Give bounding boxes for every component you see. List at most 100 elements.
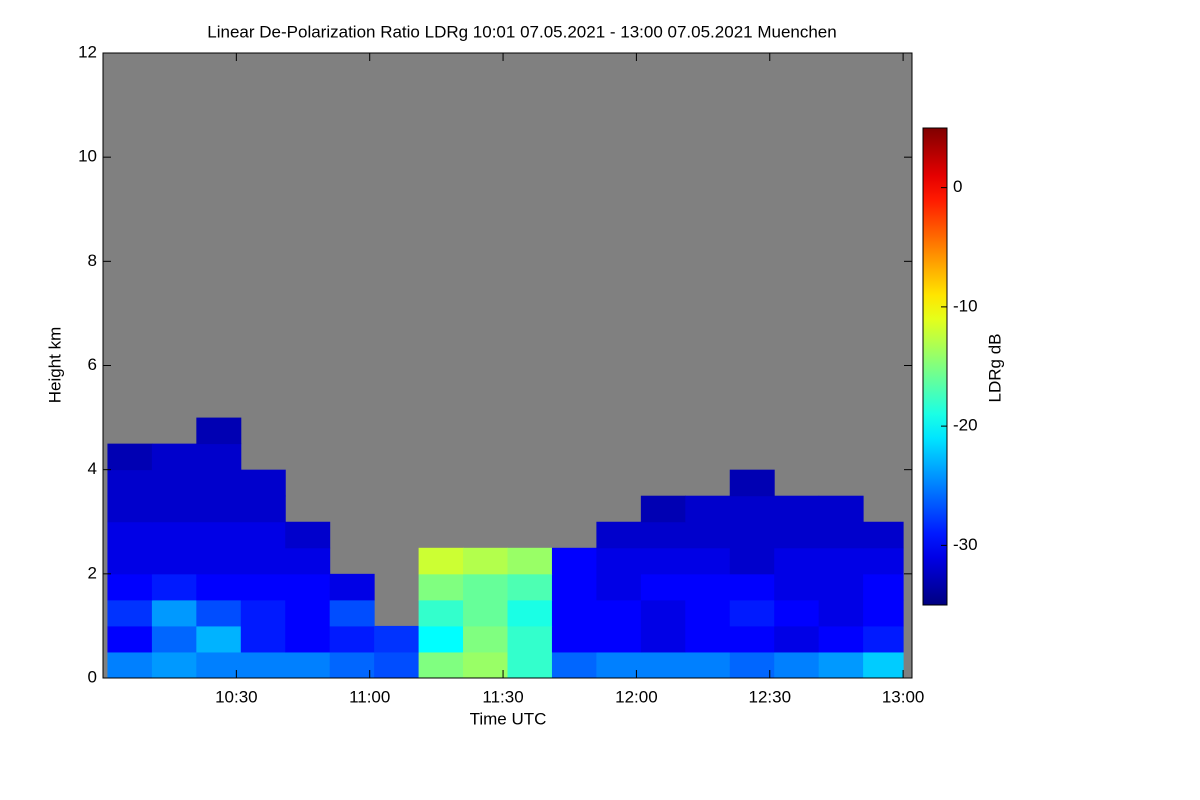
heatmap-cell <box>774 599 820 627</box>
heatmap-cell <box>818 521 864 549</box>
heatmap-cell <box>596 547 642 575</box>
heatmap-cell <box>107 469 153 497</box>
heatmap-cell <box>151 443 197 471</box>
heatmap-cell <box>818 651 864 679</box>
heatmap-cell <box>240 495 286 523</box>
heatmap-cell <box>418 547 464 575</box>
colorbar <box>922 127 948 606</box>
heatmap-cell <box>729 495 775 523</box>
heatmap-cell <box>107 599 153 627</box>
y-tick-label: 2 <box>88 563 97 582</box>
x-tick-label: 11:30 <box>482 687 523 706</box>
heatmap-cell <box>685 547 731 575</box>
y-tick-label: 0 <box>88 667 97 686</box>
x-axis-label: Time UTC <box>470 709 547 728</box>
heatmap-cell <box>774 573 820 601</box>
heatmap-cell <box>463 625 508 653</box>
x-tick-label: 12:00 <box>615 687 658 706</box>
heatmap-cell <box>240 651 286 679</box>
heatmap-cell <box>774 521 820 549</box>
heatmap-cell <box>151 625 197 653</box>
heatmap-cell <box>196 547 242 575</box>
heatmap-cell <box>151 521 197 549</box>
heatmap-cell <box>729 469 775 497</box>
heatmap-cell <box>640 599 686 627</box>
heatmap-cell <box>729 573 775 601</box>
colorbar-tick-label: -10 <box>953 296 978 315</box>
heatmap-cell <box>151 573 197 601</box>
heatmap-cell <box>774 651 820 679</box>
heatmap-cell <box>729 651 775 679</box>
colorbar-tick-label: -20 <box>953 416 978 435</box>
heatmap-cell <box>151 599 197 627</box>
heatmap-cell <box>863 625 904 653</box>
heatmap-cell <box>551 625 597 653</box>
heatmap-cell <box>196 417 242 445</box>
heatmap-cell <box>329 599 375 627</box>
x-tick-label: 12:30 <box>748 687 791 706</box>
heatmap-cell <box>107 443 153 471</box>
heatmap-cell <box>596 599 642 627</box>
heatmap-cell <box>418 573 464 601</box>
heatmap-cell <box>729 521 775 549</box>
y-tick-label: 8 <box>88 251 97 270</box>
heatmap-cell <box>196 469 242 497</box>
heatmap-cell <box>818 599 864 627</box>
heatmap-cell <box>107 495 153 523</box>
colorbar-tick-label: 0 <box>953 177 962 196</box>
heatmap-cell <box>196 443 242 471</box>
heatmap-cell <box>774 495 820 523</box>
y-axis-label: Height km <box>45 327 64 404</box>
heatmap-cell <box>507 547 553 575</box>
heatmap-cell <box>863 599 904 627</box>
heatmap-cell <box>151 651 197 679</box>
heatmap-cell <box>196 651 242 679</box>
heatmap-cell <box>418 651 464 679</box>
heatmap-cell <box>596 651 642 679</box>
y-tick-label: 10 <box>78 147 97 166</box>
heatmap-cell <box>240 599 286 627</box>
heatmap-cell <box>285 625 331 653</box>
x-tick-label: 10:30 <box>215 687 258 706</box>
y-tick-label: 12 <box>78 42 97 61</box>
heatmap-cell <box>285 651 331 679</box>
heatmap-cell <box>463 547 508 575</box>
heatmap-cell <box>596 625 642 653</box>
heatmap-cell <box>507 599 553 627</box>
heatmap-cell <box>551 573 597 601</box>
x-tick-label: 11:00 <box>349 687 390 706</box>
heatmap-cell <box>463 599 508 627</box>
heatmap-cell <box>685 625 731 653</box>
heatmap-cell <box>196 573 242 601</box>
heatmap-cell <box>863 651 904 679</box>
heatmap-cell <box>774 547 820 575</box>
x-tick-label: 13:00 <box>882 687 925 706</box>
heatmap-cell <box>729 625 775 653</box>
heatmap-cell <box>418 625 464 653</box>
colorbar-tick-label: -30 <box>953 535 978 554</box>
heatmap-cell <box>240 547 286 575</box>
heatmap-cell <box>685 599 731 627</box>
heatmap-cell <box>240 469 286 497</box>
heatmap-cell <box>685 651 731 679</box>
colorbar-label: LDRg dB <box>985 334 1004 403</box>
heatmap-cell <box>418 599 464 627</box>
heatmap-cell <box>863 573 904 601</box>
heatmap-cell <box>551 651 597 679</box>
heatmap-cell <box>107 651 153 679</box>
heatmap-cell <box>596 521 642 549</box>
y-tick-label: 4 <box>88 459 97 478</box>
heatmap-cell <box>507 651 553 679</box>
heatmap-cell <box>196 495 242 523</box>
heatmap-cell <box>640 573 686 601</box>
heatmap-cell <box>818 573 864 601</box>
heatmap-cell <box>151 547 197 575</box>
heatmap-cell <box>507 573 553 601</box>
heatmap-cell <box>329 625 375 653</box>
heatmap-cell <box>285 547 331 575</box>
heatmap-cell <box>285 521 331 549</box>
y-tick-label: 6 <box>88 355 97 374</box>
chart-title: Linear De-Polarization Ratio LDRg 10:01 … <box>207 22 836 41</box>
heatmap-cell <box>551 599 597 627</box>
heatmap-cell <box>285 573 331 601</box>
